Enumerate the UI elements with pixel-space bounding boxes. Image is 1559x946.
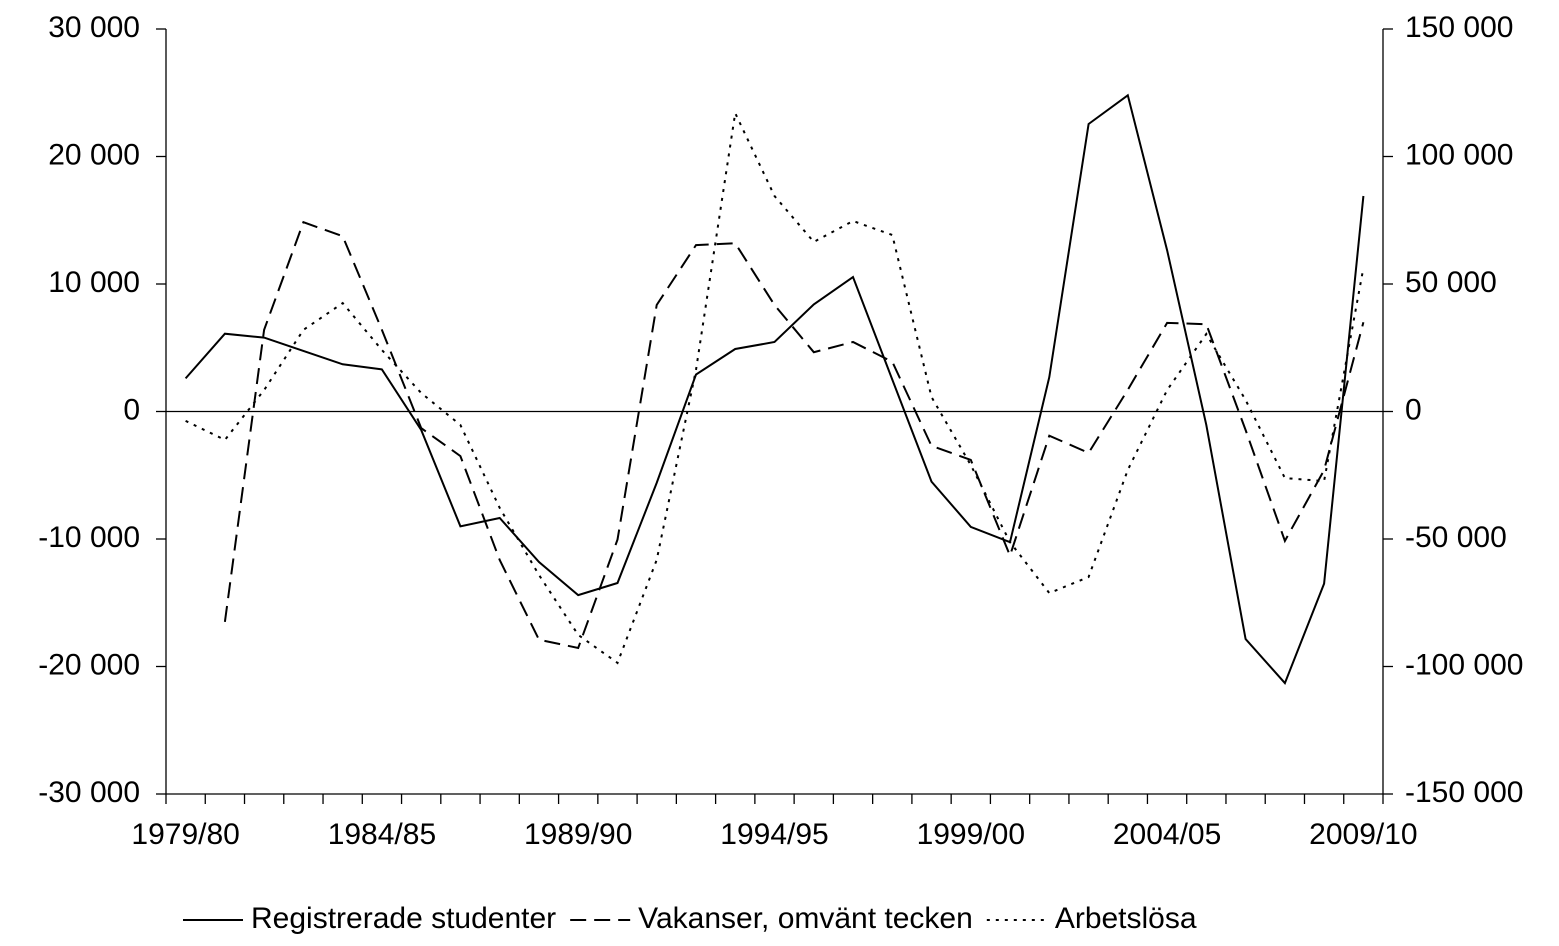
legend-label: Vakanser, omvänt tecken xyxy=(638,902,973,935)
x-tick-label: 2009/10 xyxy=(1309,818,1417,851)
y2-tick-label: 150 000 xyxy=(1405,11,1513,44)
y2-tick-label: -100 000 xyxy=(1405,648,1523,681)
series-line xyxy=(184,93,1365,685)
y2-tick-label: 0 xyxy=(1405,393,1422,426)
y-tick-label: -20 000 xyxy=(38,648,140,681)
x-tick-label: 1999/00 xyxy=(917,818,1025,851)
y-tick-label: -30 000 xyxy=(38,776,140,809)
y2-tick-label: 50 000 xyxy=(1405,266,1497,299)
legend-label: Registrerade studenter xyxy=(251,902,556,935)
y-tick-label: -10 000 xyxy=(38,521,140,554)
y2-tick-label: 100 000 xyxy=(1405,138,1513,171)
x-tick-label: 1979/80 xyxy=(131,818,239,851)
y2-tick-label: -50 000 xyxy=(1405,521,1507,554)
x-tick-label: 1989/90 xyxy=(524,818,632,851)
x-tick-label: 2004/05 xyxy=(1113,818,1221,851)
series-line xyxy=(223,220,1365,650)
y-tick-label: 0 xyxy=(123,393,140,426)
y-tick-label: 10 000 xyxy=(48,266,140,299)
y-tick-label: 20 000 xyxy=(48,138,140,171)
series-line xyxy=(185,109,1365,665)
x-tick-label: 1984/85 xyxy=(328,818,436,851)
y-tick-label: 30 000 xyxy=(48,11,140,44)
y2-tick-label: -150 000 xyxy=(1405,776,1523,809)
legend-label: Arbetslösa xyxy=(1055,902,1197,935)
x-tick-label: 1994/95 xyxy=(720,818,828,851)
